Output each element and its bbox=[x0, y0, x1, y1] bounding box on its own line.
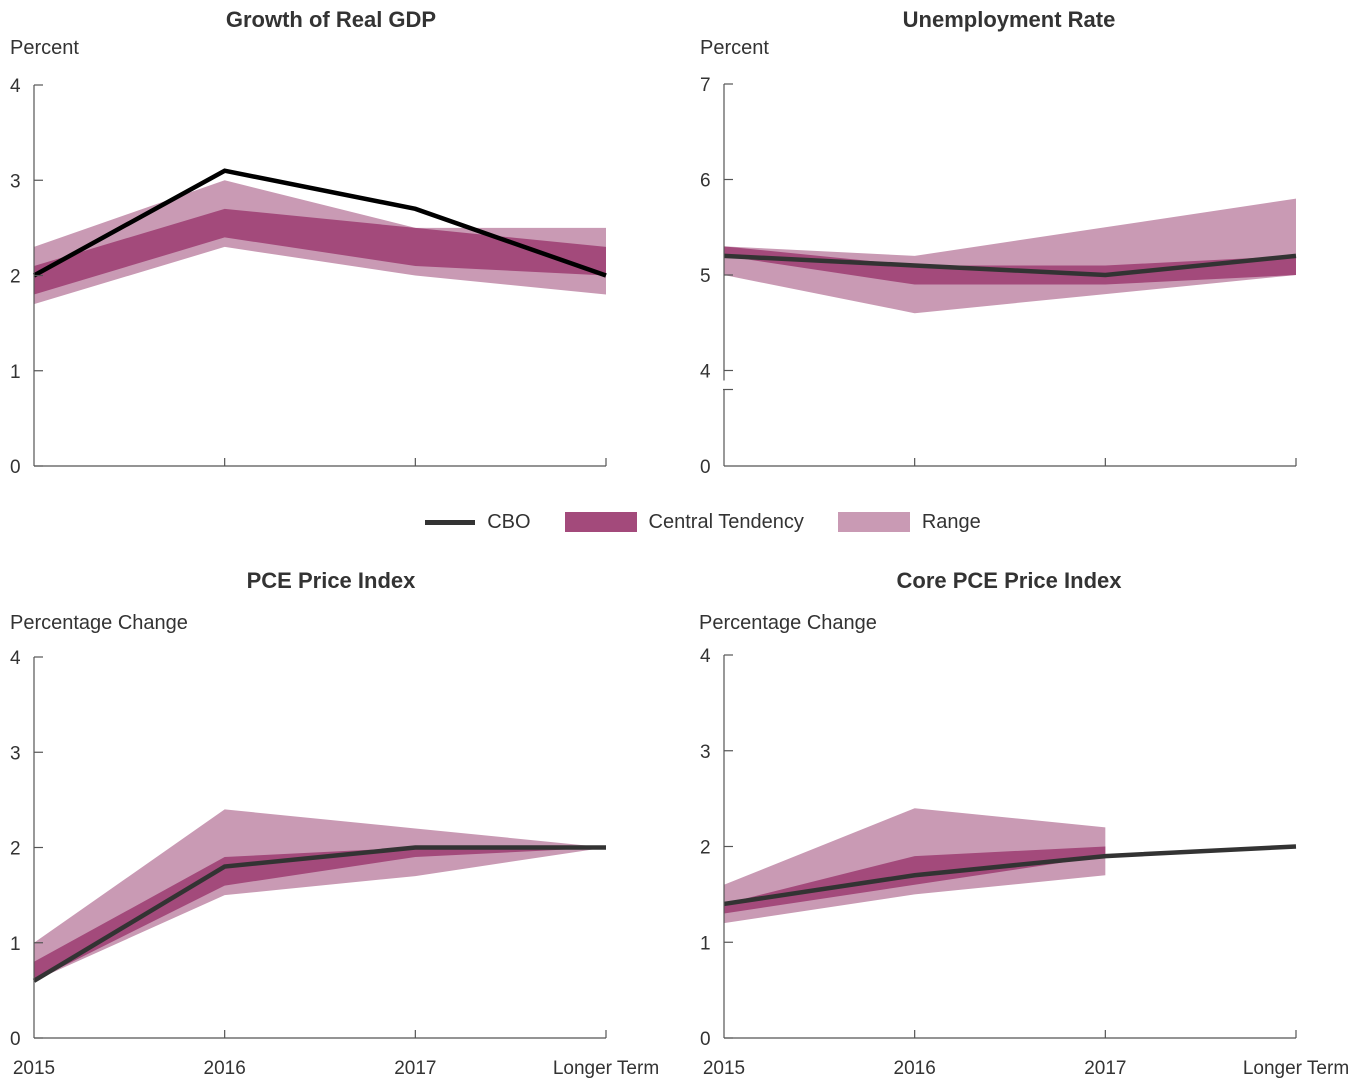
y-axis-label: Percentage Change bbox=[10, 612, 188, 634]
y-tick-label: 2 bbox=[10, 267, 21, 288]
central-tendency-band bbox=[724, 846, 1106, 914]
x-tick-label: 2017 bbox=[1084, 1058, 1126, 1078]
x-tick-label: 2015 bbox=[13, 1058, 55, 1078]
chart-svg: Growth of Real GDP Percent 0 1 2 3 4 bbox=[10, 7, 607, 478]
y-tick-label: 4 bbox=[10, 76, 21, 97]
y-tick-label: 4 bbox=[700, 646, 711, 667]
legend-item-central-tendency: Central Tendency bbox=[564, 510, 804, 534]
chart-title: Core PCE Price Index bbox=[897, 568, 1123, 593]
range-band bbox=[34, 809, 606, 981]
x-tick-label: 2016 bbox=[894, 1058, 936, 1078]
chart-legend: CBO Central Tendency Range bbox=[0, 505, 1366, 539]
y-tick-label: 2 bbox=[10, 839, 21, 860]
y-tick-label: 0 bbox=[700, 457, 711, 478]
chart-pce-price-index: PCE Price Index Percentage Change 0 1 2 3 4 201… bbox=[0, 560, 683, 1078]
chart-title: PCE Price Index bbox=[247, 568, 417, 593]
y-tick-label: 0 bbox=[10, 457, 21, 478]
y-tick-label: 1 bbox=[10, 362, 21, 383]
y-tick-label: 5 bbox=[700, 266, 711, 287]
chart-real-gdp: Growth of Real GDP Percent 0 1 2 3 4 bbox=[0, 0, 683, 480]
central-tendency-band bbox=[34, 208, 606, 295]
y-tick-label: 1 bbox=[10, 934, 21, 955]
y-tick-label: 2 bbox=[700, 838, 711, 859]
range-band bbox=[724, 198, 1296, 314]
y-tick-label: 4 bbox=[700, 362, 711, 383]
chart-title: Growth of Real GDP bbox=[226, 7, 436, 32]
cbo-line bbox=[723, 253, 1297, 278]
legend-item-range: Range bbox=[837, 510, 981, 534]
chart-svg: PCE Price Index Percentage Change 0 1 2 3 4 201… bbox=[10, 568, 659, 1078]
legend-swatch-range bbox=[837, 512, 910, 532]
y-tick-label: 1 bbox=[700, 933, 711, 954]
y-tick-label: 3 bbox=[10, 743, 21, 764]
y-tick-label: 3 bbox=[10, 171, 21, 192]
y-axis-label: Percent bbox=[700, 37, 769, 59]
y-tick-label: 7 bbox=[700, 75, 711, 96]
chart-core-pce-price-index: Core PCE Price Index Percentage Change 0 1 2… bbox=[683, 560, 1366, 1078]
x-tick-label: 2016 bbox=[204, 1058, 246, 1078]
central-tendency-band bbox=[724, 246, 1296, 285]
legend-label-cbo: CBO bbox=[487, 510, 531, 533]
x-tick-label: Longer Term bbox=[553, 1058, 659, 1078]
legend-label-central-tendency: Central Tendency bbox=[648, 510, 804, 533]
y-axis-label: Percent bbox=[10, 37, 79, 59]
legend-swatch-central-tendency bbox=[564, 512, 637, 532]
y-tick-label: 0 bbox=[700, 1029, 711, 1050]
chart-title: Unemployment Rate bbox=[903, 7, 1116, 32]
y-tick-label: 6 bbox=[700, 171, 711, 192]
legend-item-cbo: CBO bbox=[425, 510, 531, 534]
x-tick-label: 2015 bbox=[703, 1058, 745, 1078]
cbo-line bbox=[723, 844, 1297, 907]
legend-label-range: Range bbox=[921, 510, 981, 533]
y-tick-label: 3 bbox=[700, 742, 711, 763]
chart-unemployment-rate: Unemployment Rate Percent 4 5 6 7 0 bbox=[683, 0, 1366, 480]
chart-svg: Core PCE Price Index Percentage Change 0 1 2… bbox=[699, 568, 1349, 1078]
x-tick-label: Longer Term bbox=[1243, 1058, 1349, 1078]
y-axis-label: Percentage Change bbox=[699, 612, 877, 634]
cbo-line bbox=[32, 845, 606, 983]
y-tick-label: 0 bbox=[10, 1029, 21, 1050]
y-tick-label: 4 bbox=[10, 648, 21, 669]
legend-swatch-cbo bbox=[425, 519, 476, 525]
chart-svg: Unemployment Rate Percent 4 5 6 7 0 bbox=[700, 7, 1297, 478]
cbo-line bbox=[32, 168, 607, 278]
x-tick-label: 2017 bbox=[394, 1058, 436, 1078]
